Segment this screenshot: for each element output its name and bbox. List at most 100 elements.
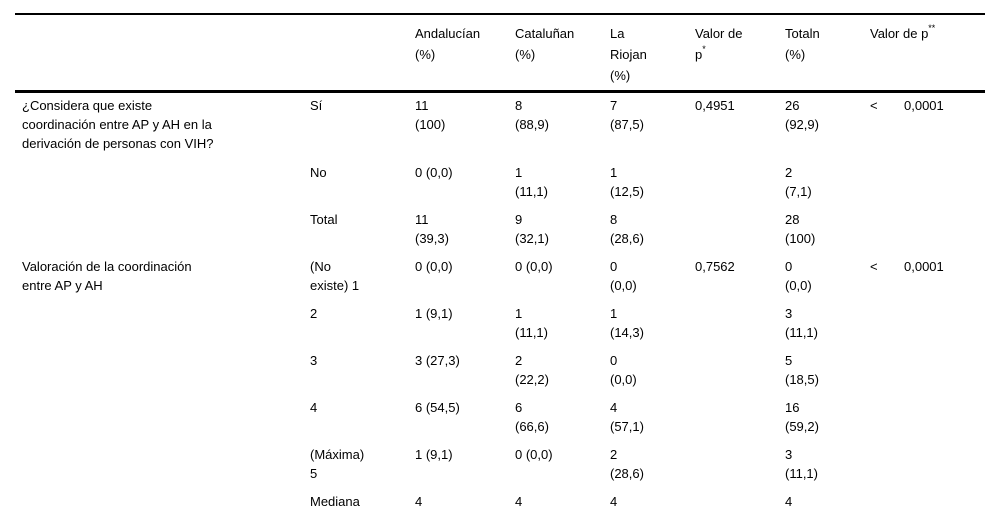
valor-p-cell [695, 160, 785, 207]
andalucia-cell: 0 (0,0) [415, 165, 453, 180]
category-cell: 4 [310, 400, 318, 415]
header-la-rioja: La Riojan (%) [610, 14, 695, 93]
cataluna-cell: 1 (11,1) [515, 306, 548, 340]
header-cataluna: Cataluñan (%) [515, 14, 610, 93]
header-label: Andalucían (%) [415, 26, 481, 62]
category-cell: 3 [310, 353, 318, 368]
valor-p-cell [695, 489, 785, 508]
cataluna-cell: 2 (22,2) [515, 353, 549, 387]
total-cell: 5 (18,5) [785, 353, 819, 387]
la-rioja-cell: 0 (0,0) [610, 353, 637, 387]
valor-p2-cell [870, 489, 985, 508]
la-rioja-cell: 8 (28,6) [610, 212, 644, 246]
valor-p2-cell [870, 442, 985, 489]
question-cell [15, 207, 310, 254]
la-rioja-cell: 2 (28,6) [610, 447, 644, 481]
la-rioja-cell: 4 [610, 494, 618, 508]
header-valor-p2: Valor de p** [870, 14, 985, 93]
total-cell: 4 [785, 494, 793, 508]
category-cell: No [310, 165, 327, 180]
footnote-marker: ** [928, 22, 936, 33]
category-cell: (No existe) 1 [310, 259, 360, 293]
valor-p2-cell [870, 301, 985, 348]
total-cell: 28 (100) [785, 212, 816, 246]
p2-value: 0,0001 [904, 98, 944, 113]
table-header: Andalucían (%) Cataluñan (%) La Riojan (… [15, 14, 985, 93]
header-label: Cataluñan (%) [515, 26, 575, 62]
andalucia-cell: 3 (27,3) [415, 353, 460, 368]
total-cell: 16 (59,2) [785, 400, 819, 434]
valor-p-cell [695, 395, 785, 442]
category-cell: 2 [310, 306, 318, 321]
table-row: 2 1 (9,1) 1 (11,1) 1 (14,3) 3 (11,1) [15, 301, 985, 348]
p2-sign: < [870, 259, 878, 274]
andalucia-cell: 0 (0,0) [415, 259, 453, 274]
total-cell: 3 (11,1) [785, 306, 818, 340]
header-label: Valor de p [870, 26, 929, 41]
header-label: Valor de p [695, 26, 743, 62]
table-row: 4 6 (54,5) 6 (66,6) 4 (57,1) 16 (59,2) [15, 395, 985, 442]
valor-p2-cell [870, 348, 985, 395]
question-cell: ¿Considera que existe coordinación entre… [22, 98, 214, 151]
valor-p2-cell [870, 207, 985, 254]
la-rioja-cell: 4 (57,1) [610, 400, 644, 434]
valor-p2-cell [870, 160, 985, 207]
valor-p-cell [695, 442, 785, 489]
valor-p-cell: 0,7562 [695, 259, 735, 274]
valor-p-cell [695, 207, 785, 254]
total-cell: 3 (11,1) [785, 447, 818, 481]
total-cell: 0 (0,0) [785, 259, 812, 293]
cataluna-cell: 4 [515, 494, 523, 508]
total-cell: 26 (92,9) [785, 98, 819, 132]
table-row: Mediana 4 4 4 4 [15, 489, 985, 508]
valor-p2-cell: <0,0001 [870, 92, 985, 161]
cataluna-cell: 1 (11,1) [515, 165, 548, 199]
table-row: 3 3 (27,3) 2 (22,2) 0 (0,0) 5 (18,5) [15, 348, 985, 395]
valor-p2-cell: <0,0001 [870, 254, 985, 301]
cataluna-cell: 0 (0,0) [515, 259, 553, 274]
la-rioja-cell: 7 (87,5) [610, 98, 644, 132]
results-table: Andalucían (%) Cataluñan (%) La Riojan (… [15, 13, 985, 508]
question-cell [15, 348, 310, 395]
cataluna-cell: 6 (66,6) [515, 400, 549, 434]
header-valor-p: Valor de p* [695, 14, 785, 93]
header-label: Totaln (%) [785, 26, 820, 62]
question-cell [15, 442, 310, 489]
cataluna-cell: 8 (88,9) [515, 98, 549, 132]
question-cell: Valoración de la coordinación entre AP y… [22, 259, 192, 293]
table-row: (Máxima) 5 1 (9,1) 0 (0,0) 2 (28,6) 3 (1… [15, 442, 985, 489]
la-rioja-cell: 1 (12,5) [610, 165, 644, 199]
andalucia-cell: 6 (54,5) [415, 400, 460, 415]
valor-p-cell [695, 301, 785, 348]
andalucia-cell: 4 [415, 494, 423, 508]
table-row: Valoración de la coordinación entre AP y… [15, 254, 985, 301]
header-empty-question [15, 14, 310, 93]
la-rioja-cell: 0 (0,0) [610, 259, 637, 293]
question-cell [15, 489, 310, 508]
table-row: No 0 (0,0) 1 (11,1) 1 (12,5) 2 (7,1) [15, 160, 985, 207]
p2-sign: < [870, 98, 878, 113]
la-rioja-cell: 1 (14,3) [610, 306, 644, 340]
header-row: Andalucían (%) Cataluñan (%) La Riojan (… [15, 14, 985, 93]
category-cell: Mediana [310, 494, 360, 508]
category-cell: Total [310, 212, 338, 227]
andalucia-cell: 11 (100) [415, 98, 446, 132]
p2-value: 0,0001 [904, 259, 944, 274]
header-andalucia: Andalucían (%) [415, 14, 515, 93]
andalucia-cell: 1 (9,1) [415, 306, 453, 321]
header-total: Totaln (%) [785, 14, 870, 93]
footnote-marker: * [702, 43, 706, 54]
header-empty-category [310, 14, 415, 93]
andalucia-cell: 1 (9,1) [415, 447, 453, 462]
valor-p2-cell [870, 395, 985, 442]
valor-p-cell [695, 348, 785, 395]
question-cell [15, 160, 310, 207]
cataluna-cell: 9 (32,1) [515, 212, 549, 246]
andalucia-cell: 11 (39,3) [415, 212, 449, 246]
category-cell: Sí [310, 98, 323, 113]
valor-p-cell: 0,4951 [695, 98, 735, 113]
total-cell: 2 (7,1) [785, 165, 812, 199]
question-cell [15, 395, 310, 442]
table-body: ¿Considera que existe coordinación entre… [15, 92, 985, 508]
